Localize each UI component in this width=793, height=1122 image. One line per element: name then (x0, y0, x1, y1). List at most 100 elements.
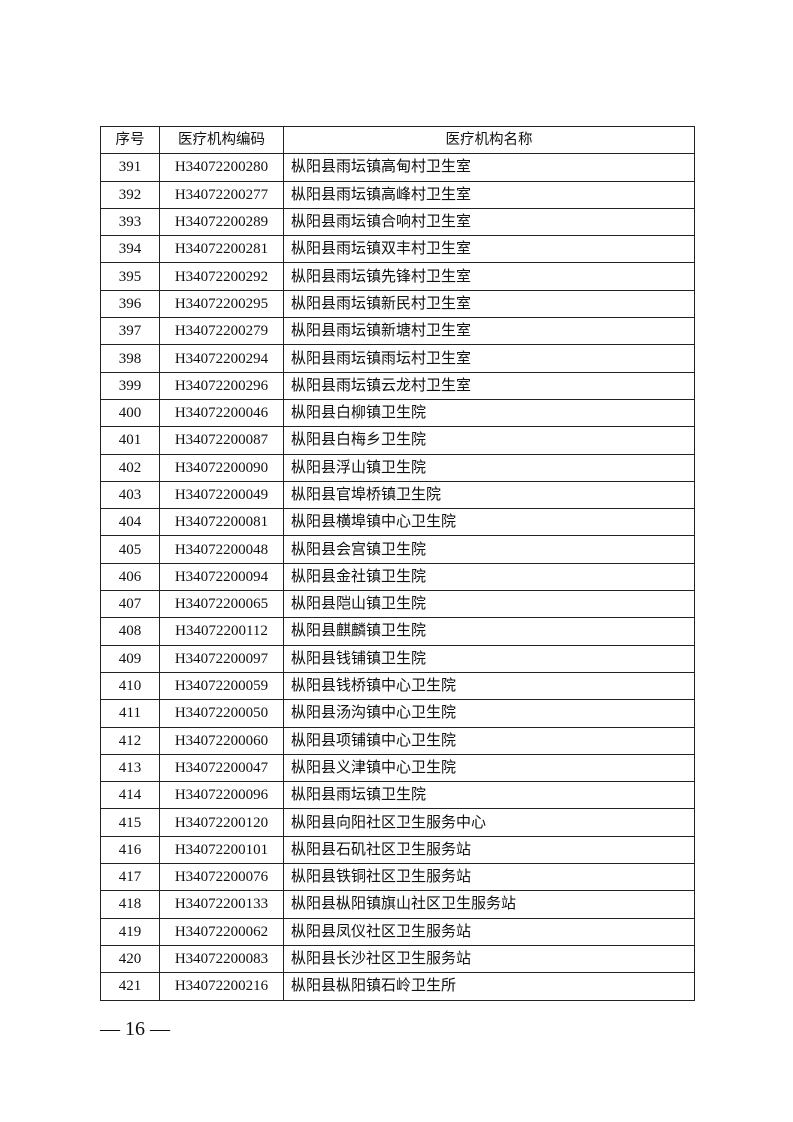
table-row: 400 H34072200046 枞阳县白柳镇卫生院 (100, 398, 695, 428)
institution-name: 枞阳县石矶社区卫生服务站 (283, 835, 695, 865)
row-index: 410 (100, 671, 160, 701)
table-row: 394 H34072200281 枞阳县雨坛镇双丰村卫生室 (100, 235, 695, 264)
institution-code: H34072200081 (159, 508, 284, 537)
table-row: 420 H34072200083 枞阳县长沙社区卫生服务站 (100, 944, 695, 974)
institution-code: H34072200101 (159, 835, 284, 865)
institution-name: 枞阳县雨坛镇高峰村卫生室 (283, 180, 695, 209)
table-row: 398 H34072200294 枞阳县雨坛镇雨坛村卫生室 (100, 344, 695, 373)
institution-code: H34072200087 (159, 426, 284, 455)
institution-code: H34072200046 (159, 398, 284, 428)
table-row: 404 H34072200081 枞阳县横埠镇中心卫生院 (100, 508, 695, 537)
row-index: 411 (100, 699, 160, 728)
table-row: 409 H34072200097 枞阳县钱铺镇卫生院 (100, 644, 695, 673)
row-index: 414 (100, 781, 160, 810)
institution-code: H34072200047 (159, 753, 284, 783)
table-row: 403 H34072200049 枞阳县官埠桥镇卫生院 (100, 480, 695, 510)
table-row: 406 H34072200094 枞阳县金社镇卫生院 (100, 562, 695, 592)
table-row: 407 H34072200065 枞阳县𬮿山镇卫生院 (100, 590, 695, 619)
institution-code: H34072200289 (159, 207, 284, 237)
institution-code: H34072200083 (159, 944, 284, 974)
row-index: 413 (100, 753, 160, 783)
row-index: 408 (100, 617, 160, 646)
row-index: 420 (100, 944, 160, 974)
row-index: 407 (100, 590, 160, 619)
row-index: 416 (100, 835, 160, 865)
institution-code: H34072200292 (159, 262, 284, 291)
table-row: 416 H34072200101 枞阳县石矶社区卫生服务站 (100, 835, 695, 865)
row-index: 419 (100, 917, 160, 946)
row-index: 412 (100, 726, 160, 755)
row-index: 403 (100, 480, 160, 510)
institution-name: 枞阳县浮山镇卫生院 (283, 453, 695, 482)
institution-code: H34072200076 (159, 863, 284, 892)
institution-name: 枞阳县金社镇卫生院 (283, 562, 695, 592)
institution-name: 枞阳县会宫镇卫生院 (283, 535, 695, 564)
institution-code: H34072200048 (159, 535, 284, 564)
institution-name: 枞阳县雨坛镇合响村卫生室 (283, 207, 695, 237)
table-row: 393 H34072200289 枞阳县雨坛镇合响村卫生室 (100, 207, 695, 237)
row-index: 401 (100, 426, 160, 455)
institution-code: H34072200279 (159, 317, 284, 346)
institution-name: 枞阳县官埠桥镇卫生院 (283, 480, 695, 510)
table-row: 418 H34072200133 枞阳县枞阳镇旗山社区卫生服务站 (100, 890, 695, 919)
table-row: 392 H34072200277 枞阳县雨坛镇高峰村卫生室 (100, 180, 695, 209)
institution-name: 枞阳县凤仪社区卫生服务站 (283, 917, 695, 946)
table-row: 402 H34072200090 枞阳县浮山镇卫生院 (100, 453, 695, 482)
institution-name: 枞阳县麒麟镇卫生院 (283, 617, 695, 646)
row-index: 421 (100, 972, 160, 1001)
row-index: 397 (100, 317, 160, 346)
table-row: 412 H34072200060 枞阳县项铺镇中心卫生院 (100, 726, 695, 755)
table-row: 413 H34072200047 枞阳县义津镇中心卫生院 (100, 753, 695, 783)
institution-code: H34072200062 (159, 917, 284, 946)
table-row: 419 H34072200062 枞阳县凤仪社区卫生服务站 (100, 917, 695, 946)
page-number: — 16 — (100, 1018, 170, 1040)
institution-name: 枞阳县白柳镇卫生院 (283, 398, 695, 428)
institution-name: 枞阳县白梅乡卫生院 (283, 426, 695, 455)
table-row: 401 H34072200087 枞阳县白梅乡卫生院 (100, 426, 695, 455)
institution-name: 枞阳县雨坛镇先锋村卫生室 (283, 262, 695, 291)
header-name: 医疗机构名称 (283, 125, 695, 155)
institution-name: 枞阳县枞阳镇石岭卫生所 (283, 972, 695, 1001)
institution-code: H34072200050 (159, 699, 284, 728)
institution-name: 枞阳县汤沟镇中心卫生院 (283, 699, 695, 728)
institution-code: H34072200294 (159, 344, 284, 373)
row-index: 393 (100, 207, 160, 237)
header-code: 医疗机构编码 (159, 125, 284, 155)
header-index: 序号 (100, 125, 160, 155)
institution-code: H34072200133 (159, 890, 284, 919)
institution-name: 枞阳县项铺镇中心卫生院 (283, 726, 695, 755)
institution-code: H34072200094 (159, 562, 284, 592)
institution-table: 序号 医疗机构编码 医疗机构名称 391 H34072200280 枞阳县雨坛镇高甸… (100, 125, 695, 1001)
institution-code: H34072200096 (159, 781, 284, 810)
institution-name: 枞阳县雨坛镇新民村卫生室 (283, 289, 695, 319)
table-row: 410 H34072200059 枞阳县钱桥镇中心卫生院 (100, 671, 695, 701)
institution-code: H34072200277 (159, 180, 284, 209)
institution-name: 枞阳县雨坛镇雨坛村卫生室 (283, 344, 695, 373)
row-index: 415 (100, 808, 160, 837)
table-row: 396 H34072200295 枞阳县雨坛镇新民村卫生室 (100, 289, 695, 319)
institution-code: H34072200295 (159, 289, 284, 319)
table-row: 417 H34072200076 枞阳县铁铜社区卫生服务站 (100, 863, 695, 892)
institution-code: H34072200097 (159, 644, 284, 673)
institution-name: 枞阳县向阳社区卫生服务中心 (283, 808, 695, 837)
row-index: 400 (100, 398, 160, 428)
row-index: 402 (100, 453, 160, 482)
table-row: 405 H34072200048 枞阳县会宫镇卫生院 (100, 535, 695, 564)
institution-code: H34072200120 (159, 808, 284, 837)
institution-code: H34072200060 (159, 726, 284, 755)
row-index: 404 (100, 508, 160, 537)
row-index: 391 (100, 153, 160, 182)
institution-code: H34072200280 (159, 153, 284, 182)
institution-code: H34072200059 (159, 671, 284, 701)
institution-name: 枞阳县雨坛镇双丰村卫生室 (283, 235, 695, 264)
table-header-row: 序号 医疗机构编码 医疗机构名称 (100, 125, 695, 155)
institution-name: 枞阳县雨坛镇卫生院 (283, 781, 695, 810)
institution-name: 枞阳县雨坛镇高甸村卫生室 (283, 153, 695, 182)
institution-code: H34072200281 (159, 235, 284, 264)
table-row: 397 H34072200279 枞阳县雨坛镇新塘村卫生室 (100, 317, 695, 346)
institution-code: H34072200049 (159, 480, 284, 510)
institution-name: 枞阳县钱桥镇中心卫生院 (283, 671, 695, 701)
institution-name: 枞阳县义津镇中心卫生院 (283, 753, 695, 783)
row-index: 406 (100, 562, 160, 592)
table-row: 411 H34072200050 枞阳县汤沟镇中心卫生院 (100, 699, 695, 728)
